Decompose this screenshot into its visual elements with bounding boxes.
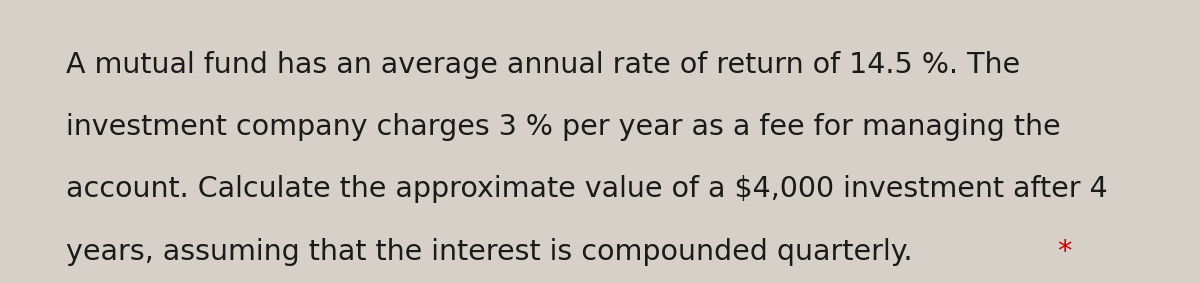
Text: *: * — [1057, 238, 1072, 266]
Text: A mutual fund has an average annual rate of return of 14.5 %. The: A mutual fund has an average annual rate… — [66, 51, 1020, 79]
Text: investment company charges 3 % per year as a fee for managing the: investment company charges 3 % per year … — [66, 113, 1061, 141]
Text: account. Calculate the approximate value of a $4,000 investment after 4: account. Calculate the approximate value… — [66, 175, 1108, 203]
Text: years, assuming that the interest is compounded quarterly.: years, assuming that the interest is com… — [66, 238, 922, 266]
